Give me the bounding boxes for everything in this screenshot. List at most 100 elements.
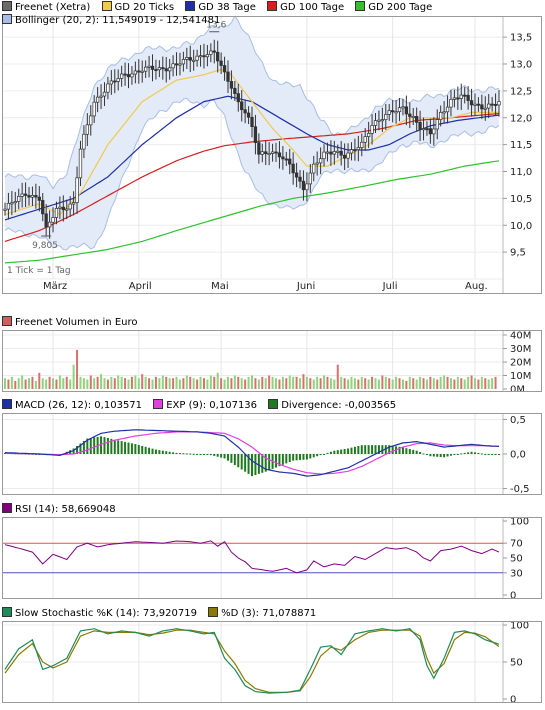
candle-body [435,119,439,130]
candle-body [346,152,350,159]
candle-body [61,206,65,211]
volume-bar [144,376,147,389]
candle-body [243,109,247,114]
candle-body [322,151,326,160]
candle-body [281,156,285,160]
macd-line [4,429,500,477]
volume-bar [154,376,157,389]
volume-bar [172,378,175,389]
candle-body [342,154,347,159]
candle-body [305,183,309,191]
divergence-bar [347,448,350,454]
volume-bar [117,375,120,389]
divergence-bar [209,454,212,456]
volume-bar [484,378,487,389]
volume-bar [79,376,82,389]
price-y-tick-label: 10,5 [510,194,532,205]
divergence-bar [113,439,116,454]
divergence-bar [415,450,418,454]
legend-label-gd100: GD 100 Tage [280,2,345,13]
low-label: 9,805 [32,241,58,251]
volume-bar [268,375,271,389]
volume-panel: 40M 30M 20M 10M 0M [2,330,542,392]
price-y-tick-label: 9,5 [510,248,526,259]
volume-bar [453,379,456,389]
divergence-bar [254,454,257,476]
divergence-bar [360,445,363,454]
volume-bar [82,378,85,389]
volume-bar [491,378,494,389]
candle-body [181,59,186,65]
candle-body [47,221,52,228]
divergence-bar [82,441,85,454]
divergence-bar [281,454,284,465]
volume-bar [343,378,346,389]
volume-bar [175,376,178,389]
divergence-bar [154,449,157,454]
volume-bar [38,372,41,389]
divergence-bar [316,454,319,457]
volume-bar [371,376,374,389]
divergence-bar [460,453,463,455]
legend-label-stoch-d: %D (3): 71,078871 [221,608,317,619]
volume-bar [72,364,75,389]
volume-bar [336,364,339,389]
price-y-tick-label: 13,0 [510,60,532,71]
candle-body [178,63,182,66]
volume-bar [405,380,408,389]
legend-item-gd100: GD 100 Tage [267,1,344,13]
divergence-bar [473,452,476,454]
volume-bar [357,379,360,389]
volume-bar [350,376,353,389]
volume-bar [261,376,264,389]
candle-body [233,87,237,94]
legend-label-macd: MACD (26, 12): 0,103571 [15,400,143,411]
price-y-tick-label: 12,0 [510,113,532,124]
divergence-bar [275,454,278,468]
volume-bar [323,375,326,389]
candle-body [195,55,199,61]
divergence-bar [487,454,490,455]
candle-body [466,94,470,101]
candle-body [325,151,330,154]
macd-legend: MACD (26, 12): 0,103571 EXP (9): 0,10713… [2,399,404,411]
divergence-bar [137,444,140,454]
divergence-bar [216,454,219,457]
volume-bar [178,379,181,389]
legend-swatch-freenet [2,1,12,11]
divergence-bar [350,447,353,454]
volume-bar [456,376,459,389]
divergence-bar [329,451,332,454]
divergence-bar [106,437,109,454]
divergence-bar [127,442,130,454]
candle-body [123,73,127,76]
volume-bar [398,378,401,389]
candle-body [51,217,55,223]
volume-bar [470,375,473,389]
legend-swatch-gd20 [101,1,112,11]
divergence-bar [223,454,226,459]
volume-y-tick-label: 20M [510,358,531,369]
stochastic-legend: Slow Stochastic %K (14): 73,920719 %D (3… [2,607,324,619]
candle-body [92,101,96,117]
volume-bar [467,376,470,389]
candle-body [27,195,31,198]
volume-bar [408,376,411,389]
divergence-bar [498,454,500,455]
candle-body [216,51,220,62]
divergence-bar [443,454,446,458]
volume-bar [148,378,151,389]
volume-bar [460,378,463,389]
candle-body [168,67,172,72]
volume-bar [165,376,168,389]
candle-body [332,151,336,155]
divergence-bar [484,454,487,455]
bollinger-lower-line [4,97,500,251]
legend-swatch-gd38 [185,1,196,11]
divergence-bar [144,446,147,454]
candle-body [459,94,463,99]
divergence-bar [467,452,470,454]
price-chart: 13,6 9,805 9,5 10,0 10,5 11,0 11,5 12,0 12,5 13,0… [3,17,532,293]
candle-body [202,55,206,58]
divergence-bar [446,454,449,457]
